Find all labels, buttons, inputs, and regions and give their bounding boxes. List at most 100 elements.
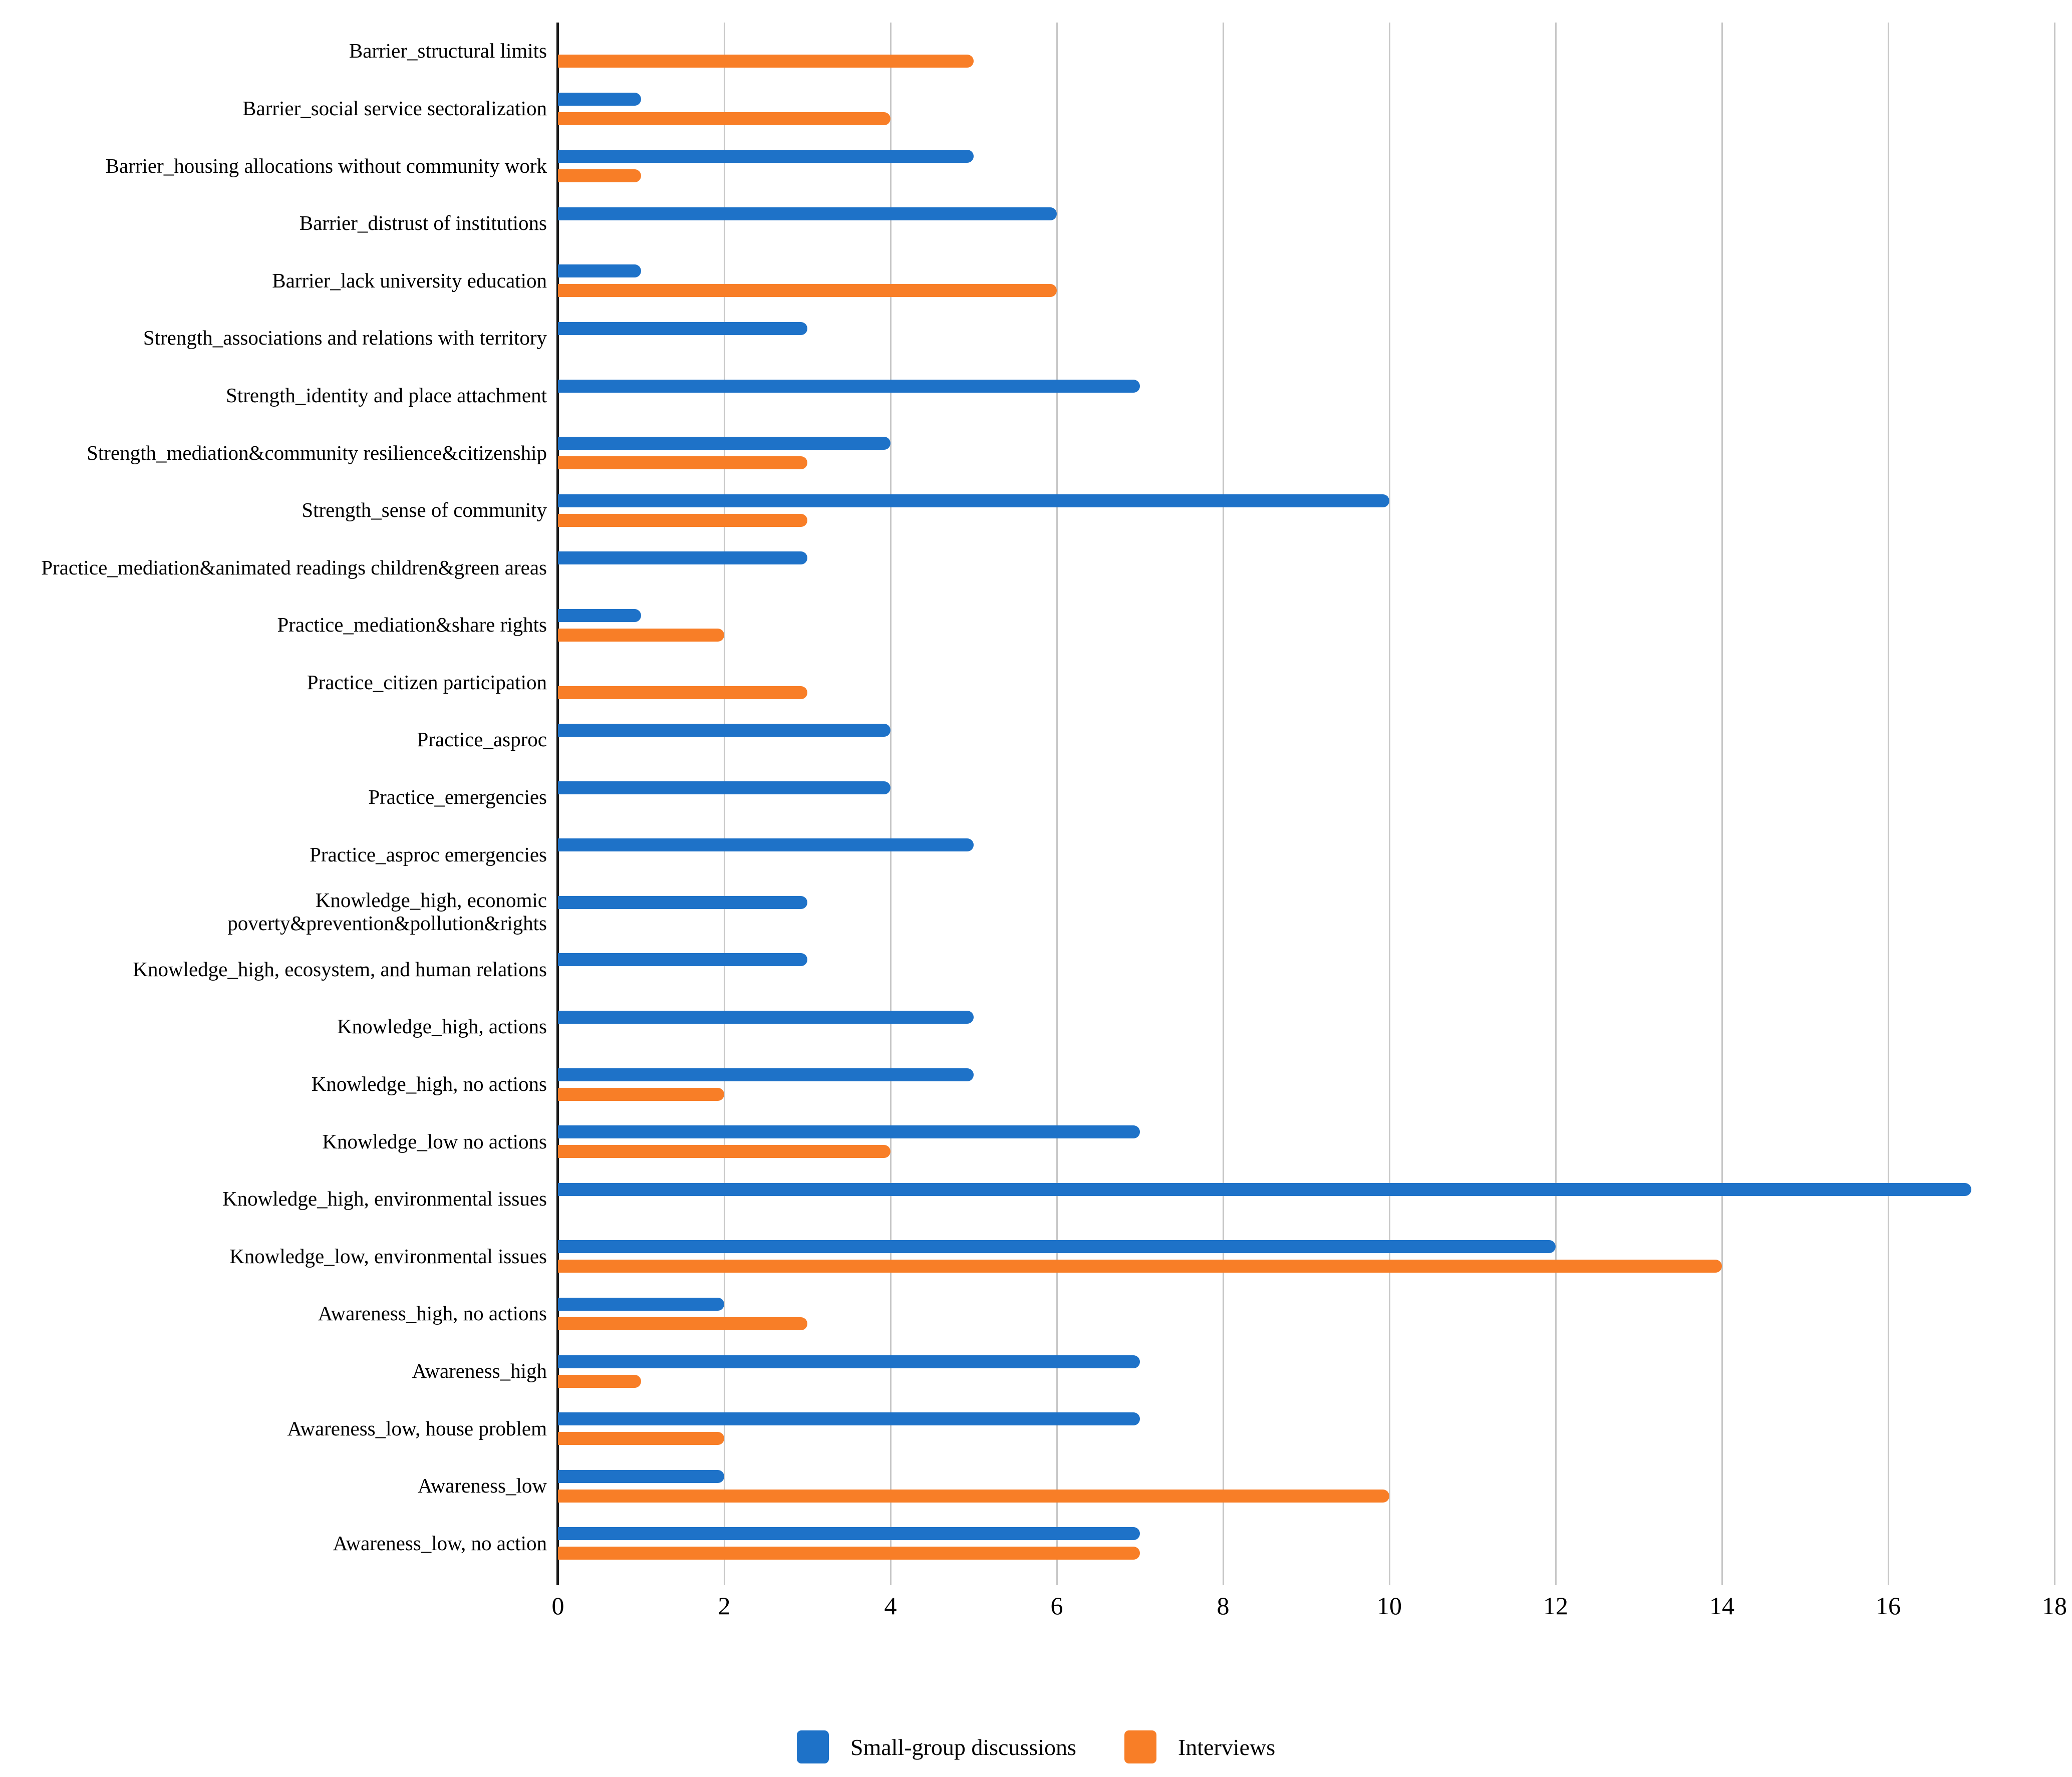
- bar-interviews: [558, 628, 724, 642]
- category-label: Knowledge_high, economic poverty&prevent…: [0, 883, 551, 941]
- bar-small-group-discussions: [558, 1240, 1556, 1254]
- bar-interviews: [558, 169, 641, 183]
- category-label-text: Practice_mediation&share rights: [277, 613, 547, 637]
- category-label: Strength_associations and relations with…: [0, 310, 551, 367]
- bar-small-group-discussions: [558, 379, 1140, 393]
- bar-small-group-discussions: [558, 207, 1057, 220]
- bar-small-group-discussions: [558, 437, 891, 450]
- category-label: Strength_sense of community: [0, 482, 551, 539]
- category-label-text: Strength_sense of community: [302, 498, 547, 522]
- bar-small-group-discussions: [558, 1011, 974, 1024]
- y-axis-category-labels: Barrier_structural limits Barrier_social …: [0, 23, 551, 1572]
- category-label: Practice_asproc: [0, 711, 551, 769]
- legend-label-interviews: Interviews: [1177, 1734, 1276, 1760]
- category-label-text: Knowledge_high, environmental issues: [222, 1187, 547, 1211]
- bar-small-group-discussions: [558, 1527, 1140, 1541]
- bar-small-group-discussions: [558, 1298, 724, 1311]
- category-label: Awareness_low: [0, 1457, 551, 1515]
- bar-small-group-discussions: [558, 781, 891, 794]
- bar-small-group-discussions: [558, 92, 641, 106]
- category-label: Practice_emergencies: [0, 769, 551, 826]
- bar-small-group-discussions: [558, 1355, 1140, 1368]
- gridline: [1555, 23, 1557, 1585]
- gridline: [2053, 23, 2055, 1585]
- bar-interviews: [558, 1317, 807, 1331]
- category-label: Knowledge_high, actions: [0, 998, 551, 1056]
- x-tick-label: 6: [1050, 1592, 1063, 1620]
- gridline: [1388, 23, 1390, 1585]
- gridline: [890, 23, 892, 1585]
- bar-interviews: [558, 456, 807, 470]
- bar-interviews: [558, 1547, 1140, 1560]
- category-label-text: Strength_mediation&community resilience&…: [87, 441, 547, 464]
- legend-label-small-group-discussions: Small-group discussions: [850, 1734, 1076, 1760]
- legend: Small-group discussions Interviews: [0, 1730, 2072, 1763]
- category-label-text: Practice_asproc: [417, 728, 547, 751]
- x-tick-label: 12: [1543, 1592, 1568, 1620]
- bar-small-group-discussions: [558, 551, 807, 565]
- bar-small-group-discussions: [558, 264, 641, 278]
- category-label-text: Barrier_social service sectoralization: [242, 96, 547, 120]
- legend-swatch-small-group-discussions-icon: [796, 1730, 829, 1763]
- category-label-text: Awareness_low: [417, 1474, 547, 1498]
- category-label-text: Knowledge_high, economic poverty&prevent…: [227, 888, 547, 935]
- bar-small-group-discussions: [558, 609, 641, 622]
- category-label: Strength_mediation&community resilience&…: [0, 424, 551, 482]
- legend-item-interviews: Interviews: [1124, 1730, 1275, 1763]
- category-label: Barrier_social service sectoralization: [0, 80, 551, 138]
- category-label: Practice_citizen participation: [0, 654, 551, 712]
- category-label-text: Awareness_low, house problem: [287, 1416, 547, 1440]
- bar-interviews: [558, 1260, 1722, 1273]
- bar-interviews: [558, 1145, 891, 1158]
- legend-swatch-interviews-icon: [1124, 1730, 1156, 1763]
- bar-small-group-discussions: [558, 322, 807, 335]
- gridline: [1887, 23, 1889, 1585]
- category-label: Practice_mediation&animated readings chi…: [0, 539, 551, 597]
- x-tick-label: 10: [1377, 1592, 1402, 1620]
- category-label-text: Strength_associations and relations with…: [143, 326, 547, 350]
- bar-interviews: [558, 55, 974, 68]
- bar-small-group-discussions: [558, 724, 891, 737]
- category-label: Knowledge_high, environmental issues: [0, 1170, 551, 1228]
- category-label: Barrier_housing allocations without comm…: [0, 137, 551, 195]
- y-axis-line: [556, 23, 559, 1585]
- bar-interviews: [558, 686, 807, 699]
- bar-interviews: [558, 1087, 724, 1101]
- bar-small-group-discussions: [558, 1469, 724, 1483]
- bar-interviews: [558, 1374, 641, 1388]
- category-label: Barrier_lack university education: [0, 252, 551, 310]
- x-tick-label: 2: [718, 1592, 731, 1620]
- x-tick-label: 18: [2042, 1592, 2067, 1620]
- category-label: Awareness_low, no action: [0, 1515, 551, 1572]
- category-label: Knowledge_high, no actions: [0, 1056, 551, 1113]
- bar-small-group-discussions: [558, 896, 807, 909]
- category-label-text: Barrier_housing allocations without comm…: [105, 154, 547, 177]
- category-label: Practice_asproc emergencies: [0, 826, 551, 883]
- category-label-text: Knowledge_low, environmental issues: [229, 1244, 547, 1268]
- bar-small-group-discussions: [558, 1068, 974, 1081]
- category-label-text: Practice_mediation&animated readings chi…: [41, 555, 547, 579]
- bar-small-group-discussions: [558, 494, 1389, 507]
- legend-item-small-group-discussions: Small-group discussions: [796, 1730, 1076, 1763]
- bar-small-group-discussions: [558, 838, 974, 852]
- bar-interviews: [558, 1432, 724, 1445]
- category-label-text: Awareness_low, no action: [333, 1531, 547, 1555]
- category-label: Barrier_distrust of institutions: [0, 195, 551, 252]
- plot-area: 0 2 4 6 8 10 12 14 16 18: [552, 23, 2067, 1618]
- category-label-text: Knowledge_high, no actions: [311, 1072, 547, 1096]
- bar-small-group-discussions: [558, 1182, 1971, 1196]
- category-label: Knowledge_high, ecosystem, and human rel…: [0, 941, 551, 999]
- category-label-text: Barrier_structural limits: [349, 39, 547, 63]
- bar-small-group-discussions: [558, 1412, 1140, 1426]
- category-label-text: Practice_emergencies: [368, 785, 547, 809]
- gridline: [1222, 23, 1224, 1585]
- category-label-text: Awareness_high: [412, 1359, 547, 1382]
- bar-interviews: [558, 112, 891, 125]
- x-tick-label: 4: [884, 1592, 897, 1620]
- x-tick-label: 0: [551, 1592, 564, 1620]
- category-label: Awareness_high: [0, 1343, 551, 1400]
- x-tick-label: 16: [1876, 1592, 1901, 1620]
- category-label: Knowledge_low, environmental issues: [0, 1228, 551, 1285]
- gridline: [1056, 23, 1058, 1585]
